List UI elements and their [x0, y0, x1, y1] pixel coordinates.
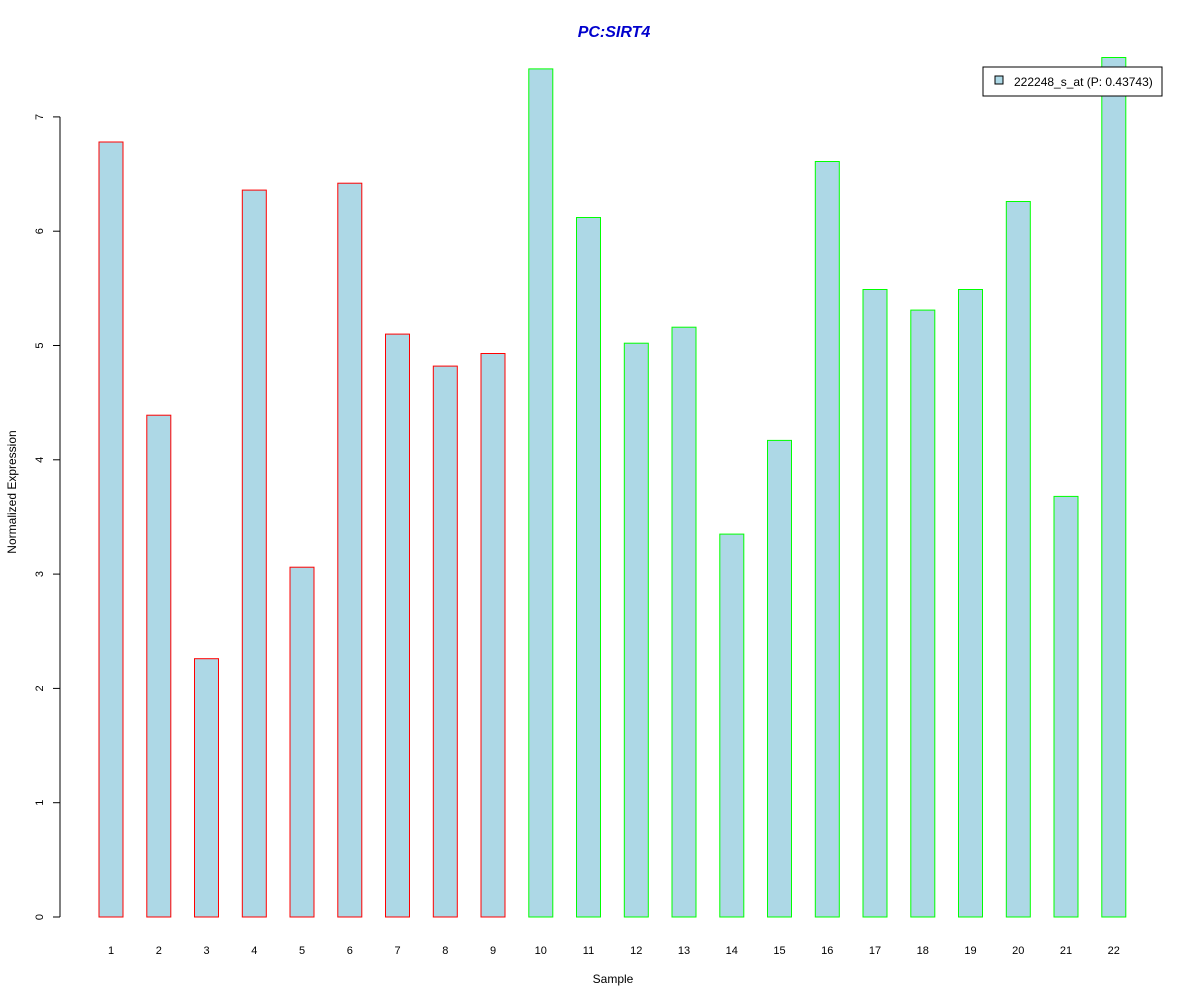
x-tick-label: 19 [964, 945, 976, 957]
x-tick-label: 14 [726, 945, 738, 957]
bar-sample-1 [98, 141, 124, 918]
bar-sample-9 [480, 353, 506, 918]
bar-sample-16 [814, 161, 840, 918]
bar-sample-20 [1005, 201, 1031, 918]
bar-sample-2 [146, 414, 172, 918]
x-tick-label: 15 [773, 945, 785, 957]
y-tick-label: 5 [34, 342, 46, 348]
x-tick-label: 21 [1060, 945, 1072, 957]
x-tick-label: 16 [821, 945, 833, 957]
x-tick-label: 13 [678, 945, 690, 957]
x-tick-label: 4 [251, 945, 257, 957]
y-tick-label: 7 [34, 114, 46, 120]
bar-sample-8 [432, 365, 458, 918]
x-tick-label: 17 [869, 945, 881, 957]
y-tick-label: 2 [34, 685, 46, 691]
y-tick-label: 1 [34, 800, 46, 806]
legend-box [982, 66, 1163, 97]
bar-sample-15 [767, 439, 792, 918]
bar-sample-7 [385, 333, 410, 918]
x-axis-label: Sample [593, 972, 634, 986]
x-tick-label: 6 [347, 945, 353, 957]
legend: 222248_s_at (P: 0.43743) [982, 66, 1163, 97]
chart-title: PC:SIRT4 [578, 24, 651, 41]
bar-sample-10 [528, 68, 554, 918]
x-tick-label: 5 [299, 945, 305, 957]
x-tick-label: 9 [490, 945, 496, 957]
y-axis: 0 1 2 3 4 5 6 7 [34, 114, 61, 920]
x-tick-label: 2 [156, 945, 162, 957]
bar-sample-5 [289, 566, 315, 918]
bar-sample-11 [576, 217, 601, 918]
x-tick-label: 22 [1108, 945, 1120, 957]
bar-sample-17 [862, 289, 888, 918]
bars [98, 57, 1127, 918]
bar-sample-22 [1101, 57, 1127, 918]
y-tick-label: 3 [34, 571, 46, 577]
bar-sample-3 [194, 658, 219, 918]
bar-sample-14 [719, 533, 745, 918]
legend-swatch [994, 75, 1004, 85]
bar-sample-4 [241, 189, 267, 918]
y-tick-label: 4 [34, 457, 46, 463]
bar-sample-12 [623, 342, 649, 918]
x-tick-label: 7 [394, 945, 400, 957]
x-tick-label: 12 [630, 945, 642, 957]
x-tick-label: 1 [108, 945, 114, 957]
x-tick-label: 8 [442, 945, 448, 957]
y-tick-label: 6 [34, 228, 46, 234]
bar-sample-18 [910, 309, 936, 918]
x-tick-label: 3 [203, 945, 209, 957]
bar-sample-13 [671, 326, 697, 918]
y-axis-label: Normalized Expression [5, 430, 19, 553]
y-tick-label: 0 [34, 914, 46, 920]
bar-sample-21 [1053, 495, 1079, 918]
x-tick-label: 20 [1012, 945, 1024, 957]
x-tick-label: 10 [535, 945, 547, 957]
bar-sample-19 [958, 289, 983, 918]
x-tick-label: 18 [917, 945, 929, 957]
x-tick-label: 11 [583, 945, 594, 957]
x-tick-labels: 1 2 3 4 5 6 7 8 9 10 11 12 13 14 15 16 17 18 19 20 21 22 [108, 945, 1120, 957]
legend-entry: 222248_s_at (P: 0.43743) [1014, 75, 1153, 89]
bar-sample-6 [337, 182, 363, 918]
